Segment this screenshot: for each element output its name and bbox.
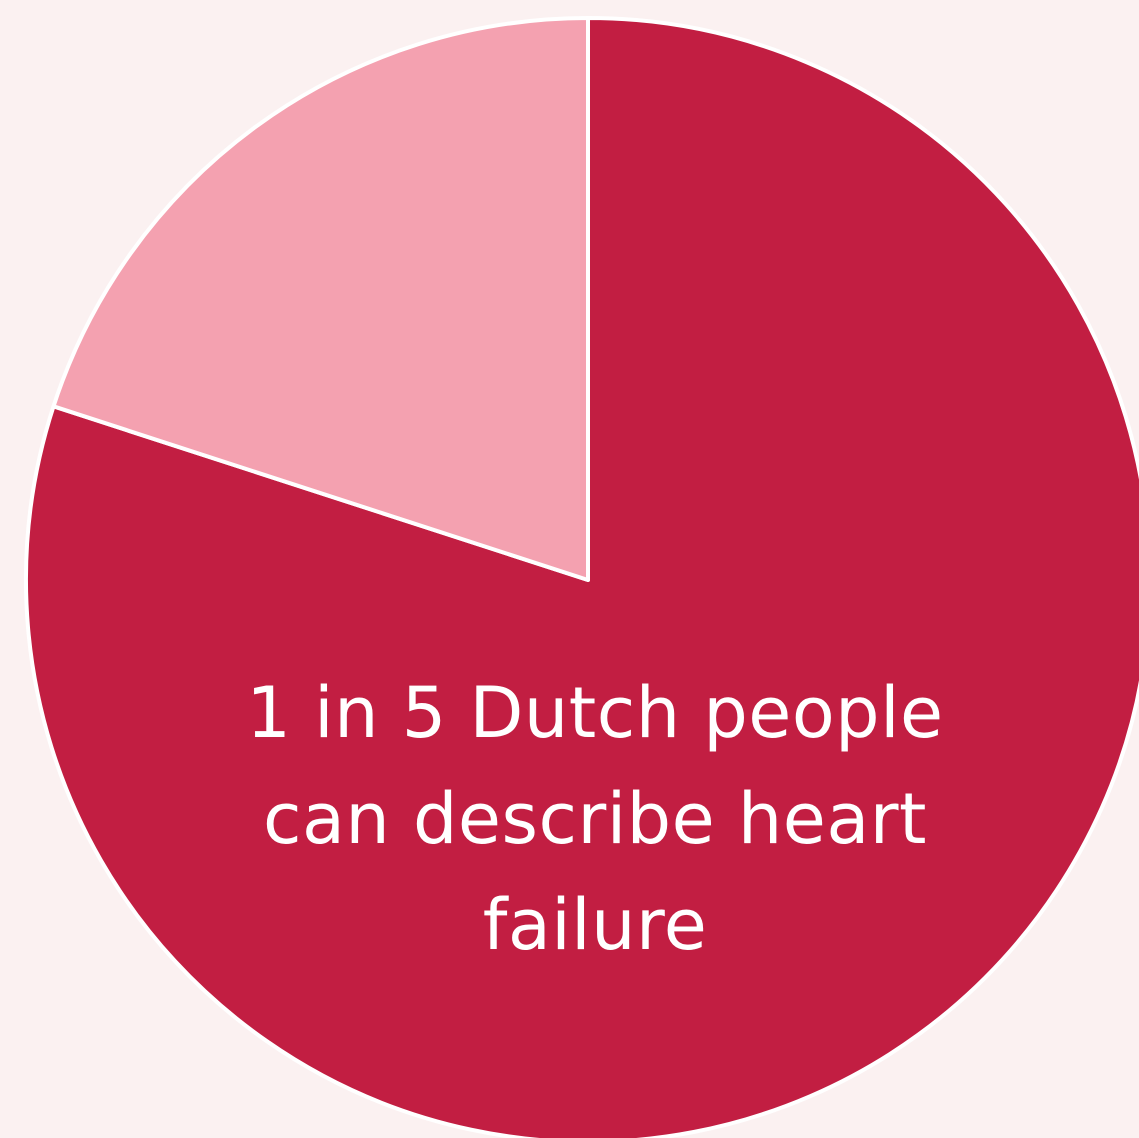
pie-slice-1: [24, 16, 1139, 1138]
pie-slice-2: [51, 16, 590, 582]
chart-annotation: 1 in 5 Dutch people can describe heart f…: [246, 672, 944, 966]
